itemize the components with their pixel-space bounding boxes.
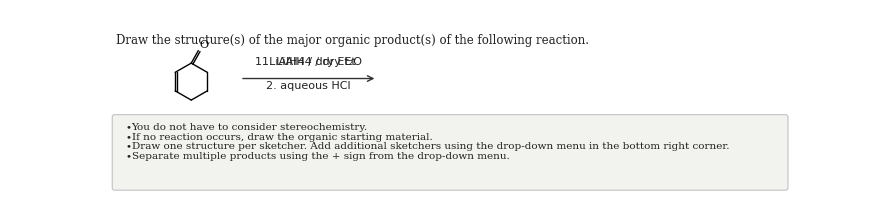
Text: 2. aqueous HCl: 2. aqueous HCl (266, 81, 350, 91)
Text: Separate multiple products using the + sign from the drop-down menu.: Separate multiple products using the + s… (132, 152, 508, 161)
Text: O: O (198, 40, 208, 50)
Text: Draw the structure(s) of the major organic product(s) of the following reaction.: Draw the structure(s) of the major organ… (116, 34, 588, 47)
Text: •: • (126, 152, 131, 161)
Text: Draw one structure per sketcher. Add additional sketchers using the drop-down me: Draw one structure per sketcher. Add add… (132, 142, 728, 152)
Text: •: • (126, 133, 131, 142)
Text: 1. LiAlH4 / dry Et: 1. LiAlH4 / dry Et (262, 57, 355, 67)
Text: •: • (126, 123, 131, 132)
Text: •: • (126, 142, 131, 152)
Text: 1. LiAlH4 / dry Et₂O: 1. LiAlH4 / dry Et₂O (255, 57, 362, 67)
Text: If no reaction occurs, draw the organic starting material.: If no reaction occurs, draw the organic … (132, 133, 432, 142)
FancyBboxPatch shape (112, 115, 787, 190)
Text: You do not have to consider stereochemistry.: You do not have to consider stereochemis… (132, 123, 367, 132)
